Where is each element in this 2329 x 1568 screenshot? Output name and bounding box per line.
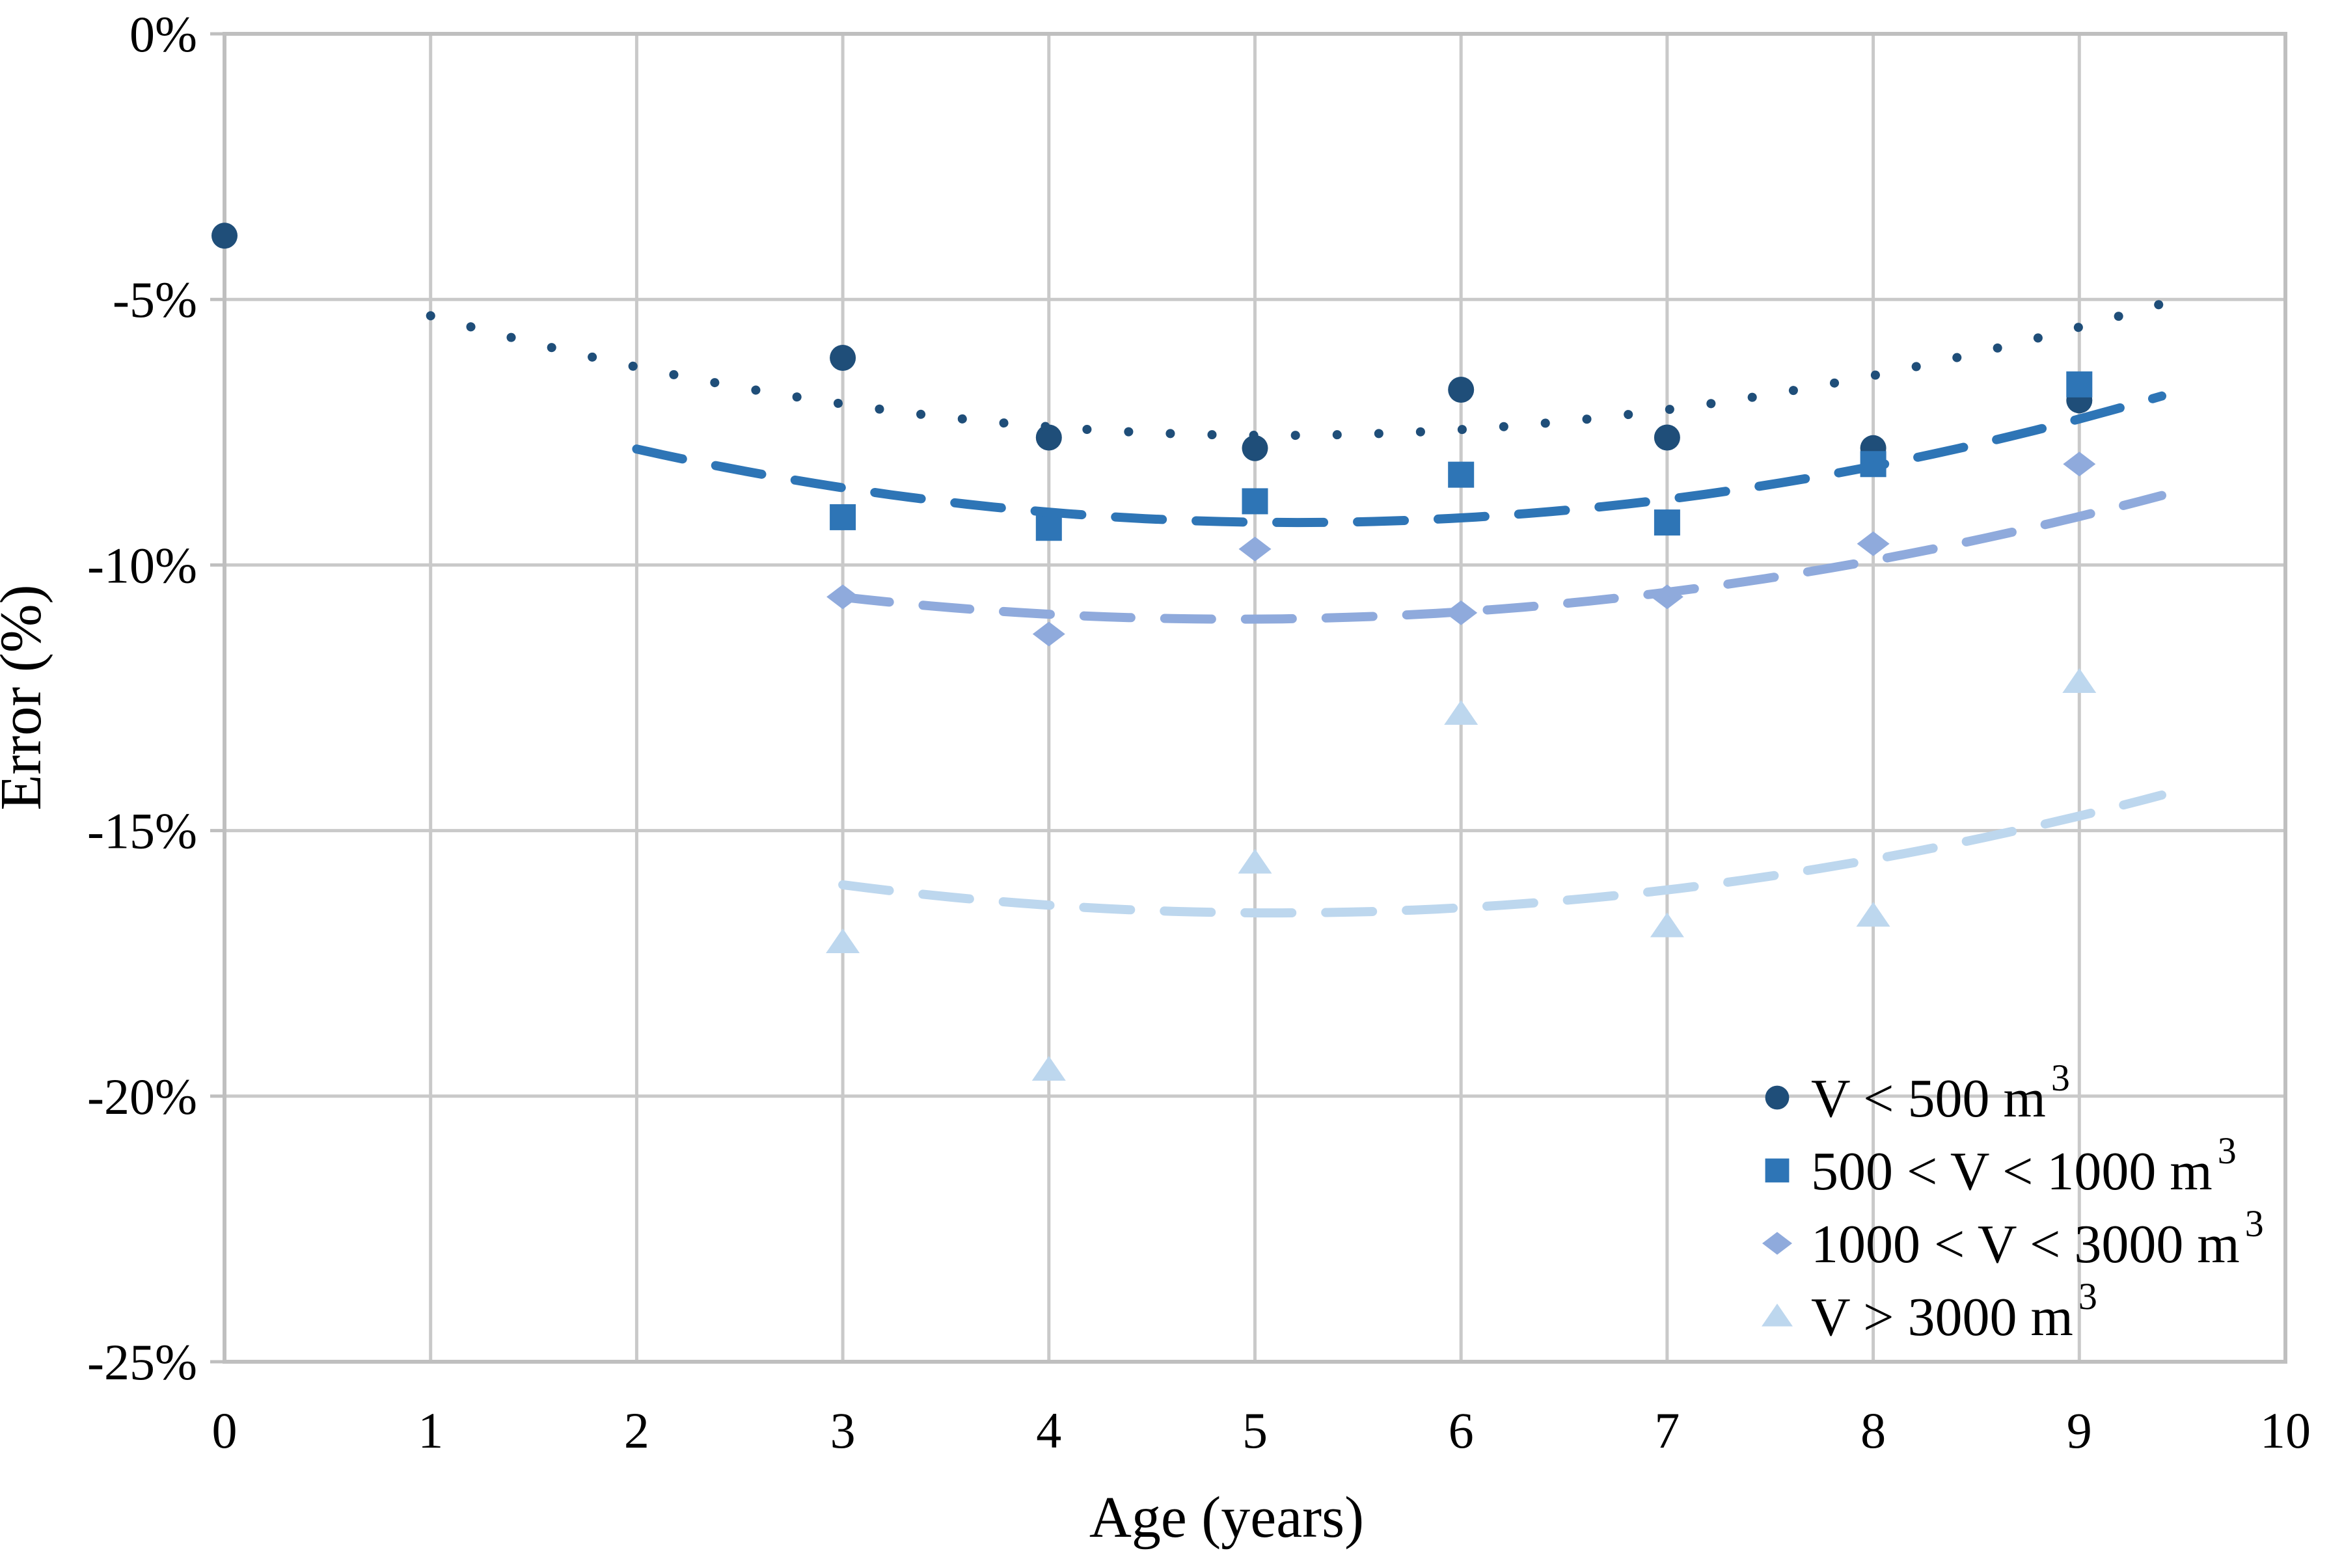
x-axis-tick-label: 0 [212,1402,238,1459]
y-axis-tick-label: -10% [87,537,197,593]
series-2 [632,371,2166,541]
data-point-marker-square [1654,509,1680,536]
trendline-dashed [838,491,2166,624]
data-point-marker-diamond [1857,531,1890,556]
data-point-marker-triangle [1762,1303,1793,1327]
x-axis-tick-label: 8 [1860,1402,1886,1459]
data-point-marker-circle [830,345,856,372]
x-axis-tick-label: 7 [1654,1402,1680,1459]
data-point-marker-square [1765,1158,1790,1183]
data-point-marker-diamond [1238,536,1272,561]
data-point-marker-triangle [2062,668,2097,694]
data-point-marker-circle [1035,424,1062,451]
x-axis-tick-label: 3 [830,1402,856,1459]
data-point-marker-triangle [1444,699,1478,725]
data-point-marker-diamond [1762,1232,1792,1255]
data-point-marker-circle [1242,435,1268,461]
data-point-marker-square [1035,515,1062,541]
data-point-marker-square [1448,461,1475,488]
y-axis-title: Error (%) [0,584,53,810]
data-point-marker-circle [1654,424,1680,451]
data-point-marker-triangle [1650,912,1684,938]
x-axis-tick-label: 1 [418,1402,443,1459]
data-point-marker-diamond [2063,452,2096,477]
data-point-marker-circle [1765,1085,1790,1110]
data-point-marker-diamond [1032,621,1065,647]
data-point-marker-triangle [1238,848,1272,874]
x-axis-tick-label: 5 [1242,1402,1268,1459]
trendline-dotted [426,299,2166,440]
x-axis-tick-label: 6 [1449,1402,1474,1459]
plot-border [223,32,2287,1364]
x-axis-tick-label: 10 [2260,1402,2311,1459]
y-axis-tick-label: -25% [87,1334,197,1390]
data-point-marker-triangle [1856,902,1890,927]
data-point-marker-square [830,504,856,530]
x-axis-tick-label: 9 [2067,1402,2092,1459]
series-1 [211,223,2166,461]
gridlines [225,34,2285,1362]
trendline-dashed [838,791,2166,918]
x-axis-tick-label: 4 [1036,1402,1061,1459]
data-series [211,223,2166,1081]
series-4 [826,668,2166,1081]
x-axis-title: Age (years) [1089,1485,1364,1550]
plot-area-border [223,32,2287,1364]
y-axis-tick-label: -20% [87,1068,197,1125]
data-point-marker-circle [1448,376,1475,403]
data-point-marker-diamond [1445,600,1478,625]
data-point-marker-circle [211,223,238,249]
data-point-marker-square [2066,371,2093,398]
data-point-marker-triangle [826,928,860,954]
trendline-dashed [632,391,2166,528]
axis-ticks [210,32,225,1364]
y-axis-tick-label: -15% [87,803,197,859]
y-axis-tick-label: 0% [129,6,197,62]
x-axis-tick-label: 2 [624,1402,649,1459]
axis-labels: 0% -5% -10% -15% -20% -25% 0 1 2 3 4 5 6 7 8 9 10 [87,6,2311,1459]
data-point-marker-triangle [1031,1055,1066,1081]
series-3 [826,452,2166,647]
data-point-marker-square [1242,488,1268,515]
y-axis-tick-label: -5% [113,271,197,328]
